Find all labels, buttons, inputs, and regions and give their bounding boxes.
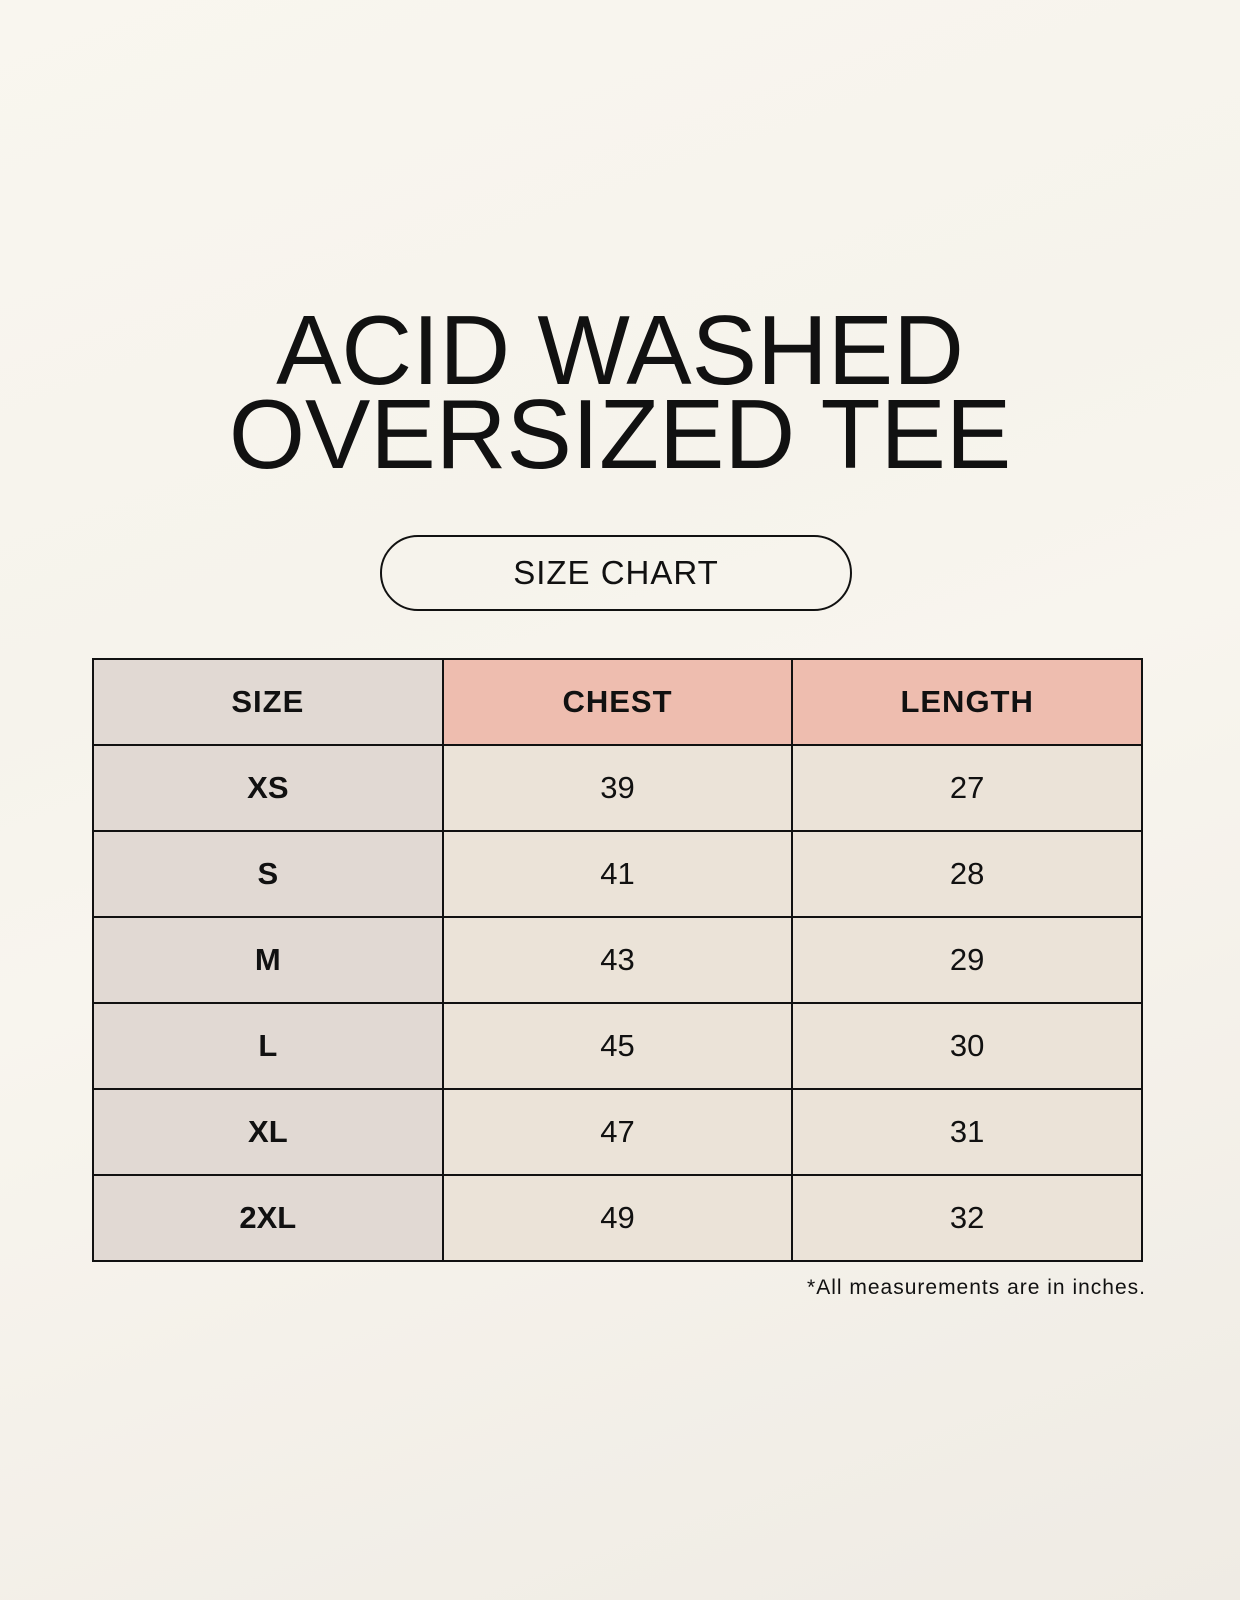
size-cell: S [92, 830, 444, 918]
length-cell: 32 [791, 1174, 1143, 1262]
size-cell: M [92, 916, 444, 1004]
length-cell: 28 [791, 830, 1143, 918]
size-chart-label: SIZE CHART [380, 535, 852, 611]
table-row: XS 39 27 [92, 744, 1143, 832]
chest-cell: 41 [441, 830, 794, 918]
header-size: SIZE [92, 658, 444, 746]
table-row: 2XL 49 32 [92, 1174, 1143, 1262]
page-title: ACID WASHED OVERSIZED TEE [0, 295, 1240, 489]
chest-cell: 45 [441, 1002, 794, 1090]
table-row: XL 47 31 [92, 1088, 1143, 1176]
title-line-1: ACID WASHED [276, 295, 964, 405]
header-chest: CHEST [441, 658, 794, 746]
title-line-2: OVERSIZED TEE [228, 379, 1012, 489]
footnote: *All measurements are in inches. [807, 1276, 1146, 1299]
chest-cell: 43 [441, 916, 794, 1004]
chest-cell: 49 [441, 1174, 794, 1262]
table-header-row: SIZE CHEST LENGTH [92, 658, 1143, 746]
size-cell: 2XL [92, 1174, 444, 1262]
table-row: S 41 28 [92, 830, 1143, 918]
size-cell: XS [92, 744, 444, 832]
length-cell: 31 [791, 1088, 1143, 1176]
table-row: M 43 29 [92, 916, 1143, 1004]
table-row: L 45 30 [92, 1002, 1143, 1090]
chest-cell: 39 [441, 744, 794, 832]
length-cell: 30 [791, 1002, 1143, 1090]
length-cell: 27 [791, 744, 1143, 832]
header-length: LENGTH [791, 658, 1143, 746]
size-table: SIZE CHEST LENGTH XS 39 27 S 41 28 M 43 29 L 45 30 X… [92, 658, 1143, 1262]
size-cell: XL [92, 1088, 444, 1176]
chest-cell: 47 [441, 1088, 794, 1176]
length-cell: 29 [791, 916, 1143, 1004]
size-cell: L [92, 1002, 444, 1090]
